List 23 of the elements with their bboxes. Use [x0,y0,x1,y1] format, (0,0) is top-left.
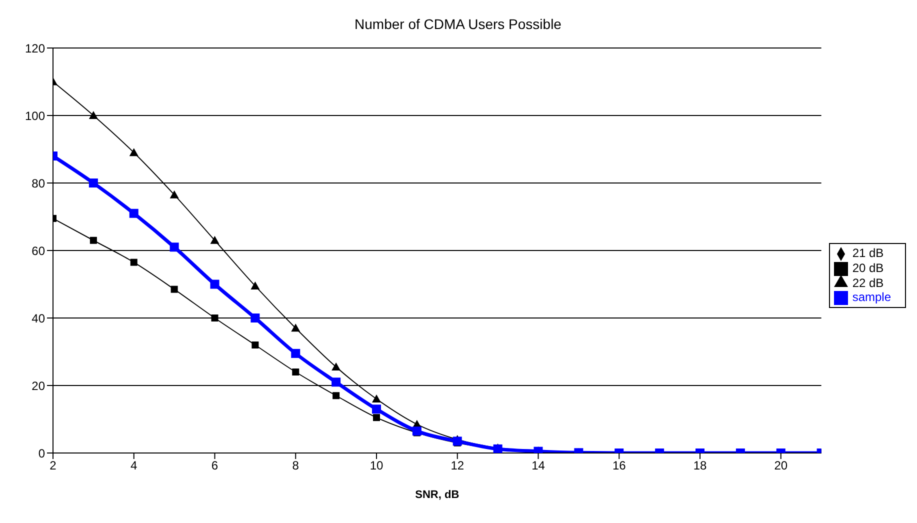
y-tick-label: 60 [32,244,46,258]
legend-label: 21 dB [852,246,884,260]
x-axis-title: SNR, dB [415,489,460,501]
x-tick-label: 16 [612,458,626,473]
y-tick-label: 100 [24,108,46,123]
legend-label: sample [852,290,891,304]
x-tick-label: 12 [450,458,464,473]
x-tick-label: 10 [370,458,384,473]
x-tick-label: 14 [532,458,546,473]
y-tick-label: 20 [32,378,46,393]
legend-label: 20 dB [852,260,884,275]
x-tick-label: 20 [774,458,788,473]
x-tick-label: 18 [693,458,707,473]
y-tick-label: 0 [38,446,46,460]
y-tick-label: 40 [32,311,46,326]
x-tick-label: 4 [130,458,138,473]
y-tick-label: 120 [24,41,46,56]
x-tick-label: 8 [292,458,300,473]
legend-label: 22 dB [852,276,884,290]
chart-title: Number of CDMA Users Possible [354,15,562,34]
x-tick-label: 2 [50,458,57,473]
x-tick-label: 6 [211,458,218,473]
y-tick-label: 80 [32,176,46,190]
